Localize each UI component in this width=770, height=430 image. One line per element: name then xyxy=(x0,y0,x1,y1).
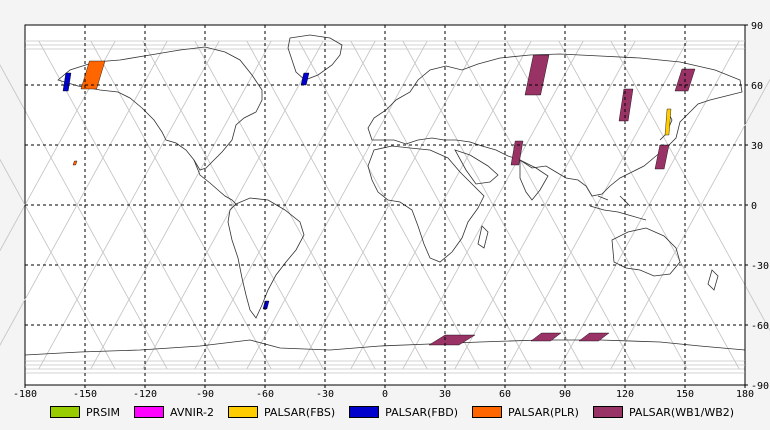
north-america-coast xyxy=(57,46,263,171)
lat-tick-label: 0 xyxy=(751,201,757,212)
eurasia-coast xyxy=(367,53,743,197)
legend-swatch xyxy=(227,406,258,418)
lat-tick-label: 60 xyxy=(751,81,763,92)
lon-tick-label: -60 xyxy=(256,389,274,400)
lat-tick-label: -30 xyxy=(751,261,769,272)
lat-tick-label: 90 xyxy=(751,21,763,32)
lat-tick-label: -60 xyxy=(751,321,769,332)
coverage-swath xyxy=(80,60,106,90)
legend-label: AVNIR-2 xyxy=(170,405,214,419)
coverage-swath xyxy=(578,332,610,342)
legend-item: PALSAR(FBD) xyxy=(349,406,458,419)
lon-tick-label: 0 xyxy=(382,389,388,400)
coverage-swath xyxy=(510,140,524,166)
lon-tick-label: -120 xyxy=(133,389,157,400)
australia-coast xyxy=(611,227,681,277)
orbit-track xyxy=(0,64,168,370)
lon-tick-label: -180 xyxy=(13,389,37,400)
coverage-swath xyxy=(530,332,562,342)
coverage-swath xyxy=(72,160,78,166)
legend-swatch xyxy=(472,406,503,418)
legend-swatch xyxy=(134,406,164,418)
new-zealand-coast xyxy=(707,269,719,291)
coverage-swath xyxy=(664,108,672,136)
legend-item: PALSAR(PLR) xyxy=(472,406,579,419)
lon-tick-label: 120 xyxy=(616,389,634,400)
coastlines xyxy=(24,34,746,356)
coverage-swath xyxy=(654,144,670,170)
lon-tick-label: -150 xyxy=(73,389,97,400)
orbit-track xyxy=(454,40,636,370)
orbit-track xyxy=(142,40,324,370)
legend-label: PALSAR(FBD) xyxy=(385,405,459,419)
lon-tick-label: 30 xyxy=(439,389,451,400)
lon-tick-label: 60 xyxy=(499,389,511,400)
antarctica-coast xyxy=(24,339,746,356)
legend: PRSIM AVNIR-2 PALSAR(FBS) PALSAR(FBD) PALSAR… xyxy=(50,403,748,421)
legend-swatch xyxy=(349,406,380,418)
orbit-track xyxy=(610,40,770,332)
lon-tick-label: -90 xyxy=(196,389,214,400)
lon-tick-label: -30 xyxy=(316,389,334,400)
legend-item: AVNIR-2 xyxy=(134,406,214,419)
legend-label: PALSAR(PLR) xyxy=(508,405,579,419)
orbit-track xyxy=(298,40,480,370)
lon-tick-label: 150 xyxy=(676,389,694,400)
coverage-swath xyxy=(300,72,310,86)
lon-tick-label: 90 xyxy=(559,389,571,400)
lon-tick-label: 180 xyxy=(736,389,754,400)
legend-item: PRSIM xyxy=(50,406,120,419)
legend-item: PALSAR(WB1/WB2) xyxy=(592,405,735,419)
arabia-coast xyxy=(454,149,499,185)
legend-swatch xyxy=(50,406,80,418)
madagascar-coast xyxy=(477,225,489,249)
legend-label: PRSIM xyxy=(86,405,120,419)
legend-label: PALSAR(FBS) xyxy=(263,405,336,419)
lat-tick-label: -90 xyxy=(751,381,769,392)
central-america-coast xyxy=(193,159,237,205)
coverage-swath xyxy=(428,334,476,346)
coverage-swath xyxy=(618,88,634,122)
legend-swatch xyxy=(592,406,623,418)
axis-tick-labels: -180 -150 -120 -90 -60 -30 0 30 60 90 120 150 180 90 6… xyxy=(13,21,769,400)
legend-label: PALSAR(WB1/WB2) xyxy=(628,405,735,419)
africa-coast xyxy=(367,145,485,263)
legend-item: PALSAR(FBS) xyxy=(227,405,336,419)
india-coast xyxy=(519,159,549,201)
lat-tick-label: 30 xyxy=(751,141,763,152)
